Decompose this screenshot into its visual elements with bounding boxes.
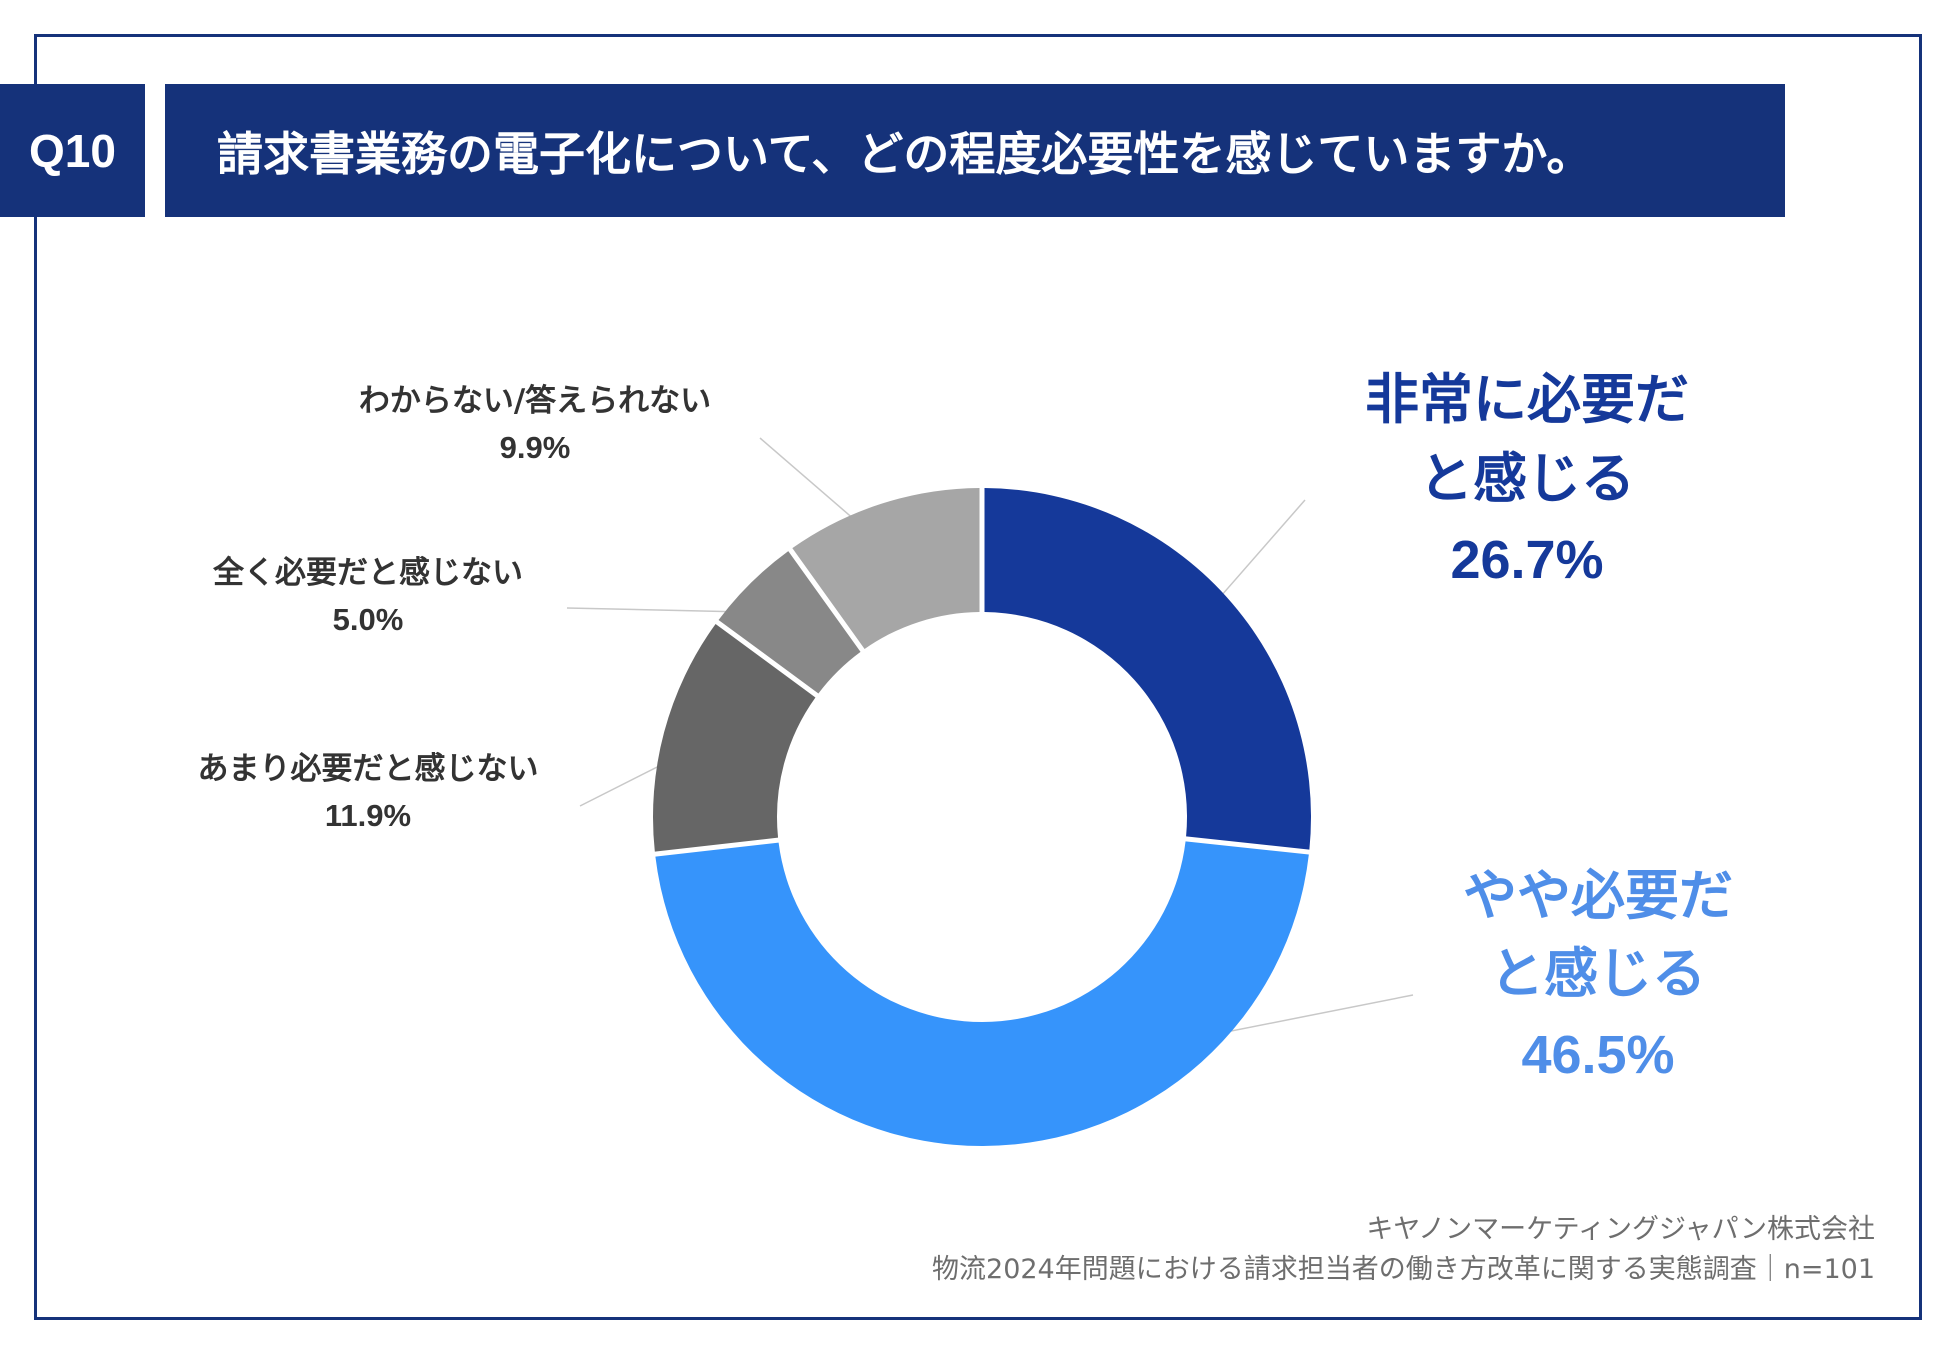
donut-slice: [792, 488, 980, 649]
slice-label: 非常に必要だ: [1365, 368, 1689, 431]
footer-company: キヤノンマーケティングジャパン株式会社: [1366, 1214, 1875, 1245]
question-tag: Q10: [0, 84, 145, 217]
donut-slice: [984, 488, 1311, 850]
donut-slice: [655, 841, 1309, 1146]
footer: キヤノンマーケティングジャパン株式会社 物流2024年問題における請求担当者の働…: [932, 1210, 1875, 1290]
slice-label: やや必要だ: [1463, 864, 1733, 927]
slice-label: あまり必要だと感じない: [198, 751, 539, 787]
footer-survey: 物流2024年問題における請求担当者の働き方改革に関する実態調査｜n=101: [932, 1254, 1875, 1285]
slice-label: と感じる: [1419, 447, 1635, 510]
chart-labels: 非常に必要だと感じる26.7%やや必要だと感じる46.5%あまり必要だと感じない…: [198, 368, 1734, 1085]
slice-label: わからない/答えられない: [359, 383, 711, 419]
slice-value-label: 26.7%: [1450, 530, 1603, 590]
slice-label: 全く必要だと感じない: [212, 555, 523, 591]
donut-slice: [718, 551, 861, 694]
slice-label: と感じる: [1490, 942, 1706, 1005]
slice-value-label: 11.9%: [325, 798, 411, 833]
slice-value-label: 5.0%: [333, 602, 404, 637]
donut-slice: [652, 623, 816, 852]
slice-value-label: 46.5%: [1521, 1025, 1674, 1085]
question-title: 請求書業務の電子化について、どの程度必要性を感じていますか。: [165, 84, 1785, 217]
slice-value-label: 9.9%: [500, 430, 571, 465]
donut-slices: [652, 488, 1311, 1146]
